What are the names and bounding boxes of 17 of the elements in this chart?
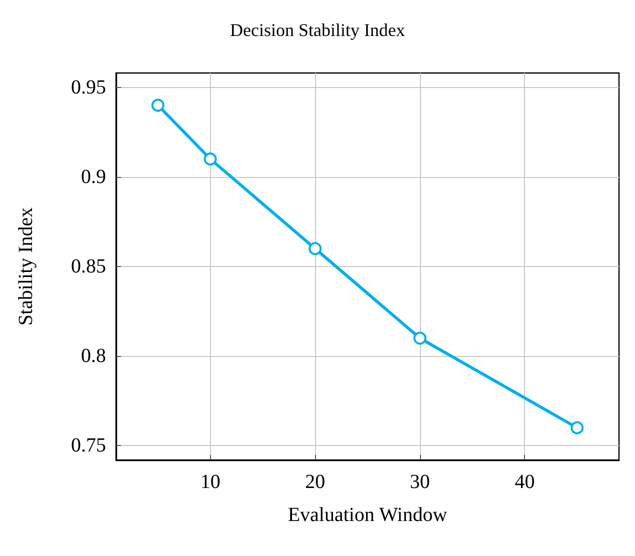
chart-title: Decision Stability Index <box>230 20 405 40</box>
x-tick-label: 40 <box>514 471 535 493</box>
point <box>204 152 217 166</box>
y-tick-label: 0.8 <box>81 345 106 368</box>
y-axis-title: Stability Index <box>15 207 37 326</box>
y-tick-label: 0.9 <box>81 166 106 188</box>
y-tick-label: 0.85 <box>71 256 106 278</box>
point <box>413 332 426 345</box>
x-tick-label: 10 <box>200 471 220 493</box>
y-tick-label: 0.75 <box>71 434 106 457</box>
point <box>151 98 164 112</box>
y-tick-label: 0.95 <box>71 76 106 98</box>
point <box>570 421 584 434</box>
x-tick-label: 30 <box>410 471 430 493</box>
x-tick-label: 20 <box>305 471 326 493</box>
point <box>308 242 322 256</box>
x-axis-title: Evaluation Window <box>288 504 448 526</box>
